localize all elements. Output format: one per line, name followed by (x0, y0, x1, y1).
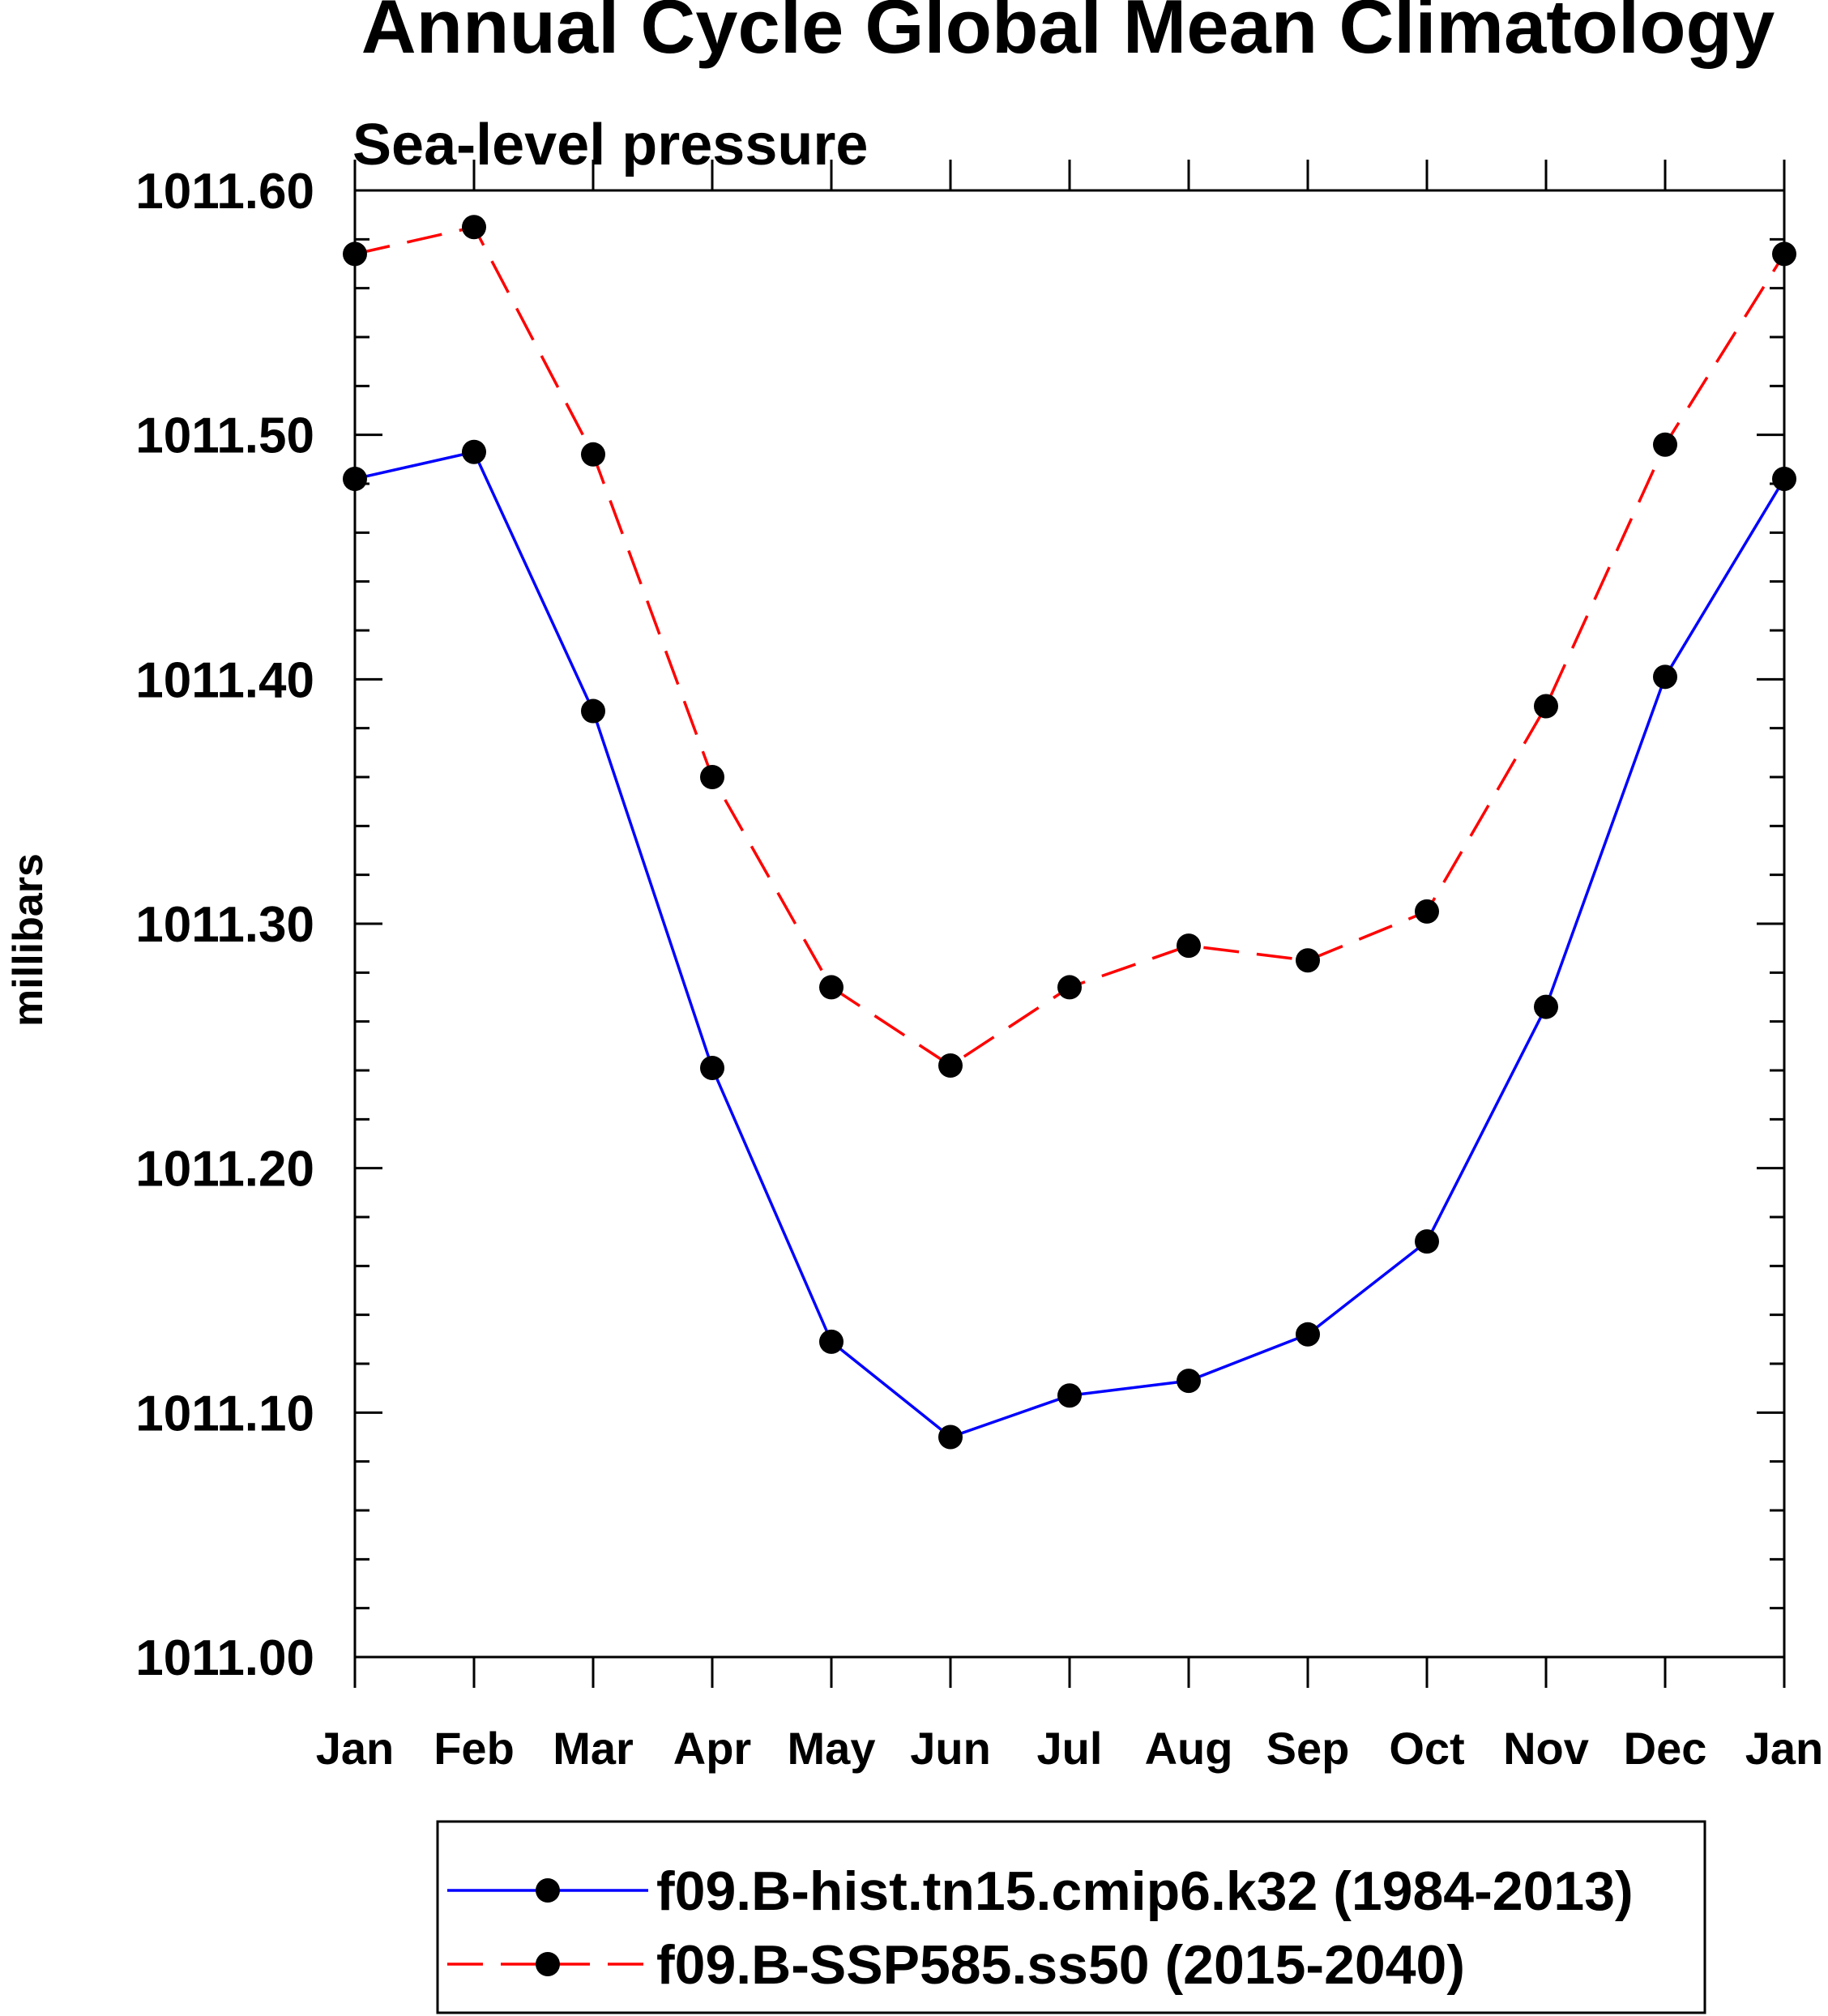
data-point (1296, 1322, 1320, 1347)
series-line (354, 450, 1786, 1439)
data-point (343, 466, 367, 491)
chart-subtitle: Sea-level pressure (352, 113, 868, 177)
data-point (1653, 664, 1677, 690)
x-tick-label: Oct (1389, 1723, 1464, 1774)
x-tick-label: Feb (434, 1723, 515, 1774)
y-tick-labels: 1011.00 1011.10 1011.20 1011.30 1011.40 1011.… (135, 164, 314, 1686)
y-tick-label: 1011.10 (135, 1386, 314, 1442)
series-2 (343, 215, 1796, 1078)
x-tick-label: Jan (316, 1723, 395, 1774)
x-tick-label: Nov (1503, 1723, 1589, 1774)
data-point (1415, 1229, 1439, 1254)
legend-marker (536, 1878, 560, 1903)
y-tick-label: 1011.50 (135, 408, 314, 464)
data-point (1772, 466, 1796, 491)
x-tick-label: Apr (673, 1723, 751, 1774)
legend-box (436, 1820, 1706, 2014)
y-tick-label: 1011.60 (135, 164, 314, 220)
data-point (343, 241, 367, 267)
data-point (462, 439, 486, 464)
chart-title: Annual Cycle Global Mean Climatology (361, 0, 1775, 69)
x-tick-label: Jun (910, 1723, 991, 1774)
legend-label: f09.B-hist.tn15.cmip6.k32 (1984-2013) (656, 1860, 1634, 1922)
y-tick-label: 1011.20 (135, 1142, 314, 1198)
data-point (1772, 241, 1796, 267)
data-point (462, 215, 486, 240)
data-point (1057, 1383, 1082, 1408)
x-tick-label: Aug (1145, 1723, 1233, 1774)
x-tick-label: Jan (1745, 1723, 1824, 1774)
x-tick-label: Dec (1624, 1723, 1707, 1774)
data-point (700, 1055, 724, 1080)
data-point (938, 1053, 963, 1078)
data-point (1177, 1369, 1201, 1394)
legend-label: f09.B-SSP585.ss50 (2015-2040) (656, 1934, 1465, 1996)
data-point (1296, 948, 1320, 973)
y-tick-label: 1011.40 (135, 652, 314, 708)
series-layer (343, 215, 1796, 1450)
plot-axes (353, 160, 1786, 1688)
data-point (938, 1424, 963, 1450)
data-point (1057, 975, 1082, 1000)
x-tick-label: Sep (1266, 1723, 1350, 1774)
y-axis-label: millibars (5, 853, 52, 1027)
x-tick-labels: Jan Feb Mar Apr May Jun Jul Aug Sep Oct Nov Dec Jan (316, 1723, 1824, 1774)
legend: f09.B-hist.tn15.cmip6.k32 (1984-2013) f09… (436, 1820, 1706, 2014)
data-point (1415, 899, 1439, 924)
data-point (1177, 933, 1201, 959)
data-point (1534, 994, 1558, 1019)
data-point (819, 1329, 844, 1354)
legend-marker (536, 1952, 560, 1976)
data-point (1534, 694, 1558, 719)
legend-item-1: f09.B-hist.tn15.cmip6.k32 (1984-2013) (447, 1860, 1634, 1922)
legend-item-2: f09.B-SSP585.ss50 (2015-2040) (447, 1934, 1465, 1996)
data-point (581, 442, 605, 467)
y-tick-label: 1011.00 (135, 1630, 314, 1686)
data-point (700, 765, 724, 789)
series-1 (343, 439, 1796, 1450)
x-tick-label: Mar (553, 1723, 634, 1774)
x-tick-label: Jul (1037, 1723, 1103, 1774)
data-point (819, 975, 844, 1000)
data-point (581, 698, 605, 724)
y-tick-label: 1011.30 (135, 897, 314, 953)
data-point (1653, 432, 1677, 457)
x-tick-label: May (788, 1723, 876, 1774)
